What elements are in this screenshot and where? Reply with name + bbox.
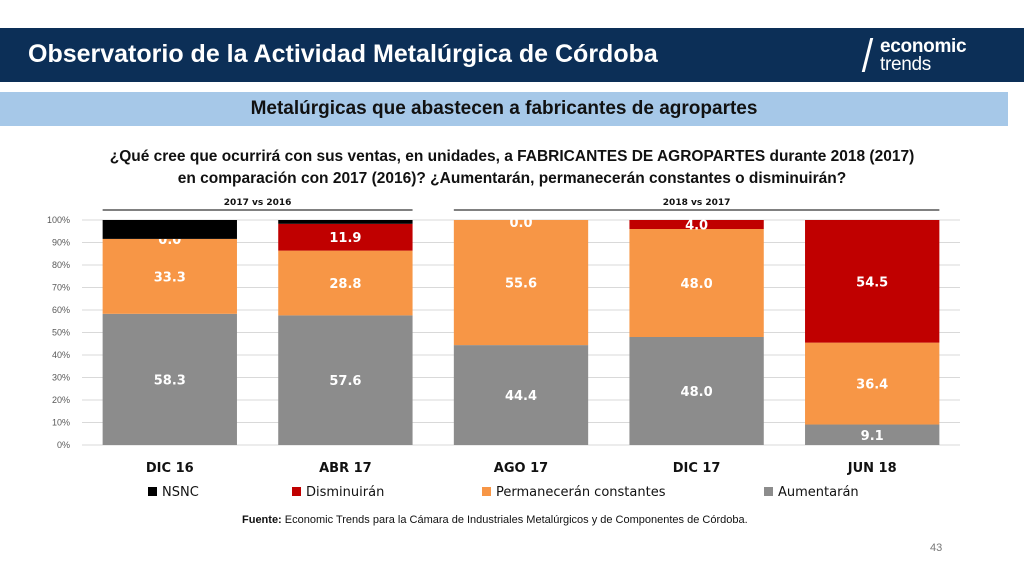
bar-segment (629, 229, 764, 337)
bar-segment (629, 337, 764, 445)
group-label: 2017 vs 2016 (224, 198, 292, 208)
bar-segment (805, 220, 940, 343)
data-label: 48.0 (681, 385, 713, 400)
y-tick-label: 100% (47, 215, 70, 225)
x-category-label: ABR 17 (319, 461, 372, 476)
bar-segment (453, 220, 589, 346)
data-label: 48.0 (681, 277, 713, 292)
section-title: Metalúrgicas que abastecen a fabricantes… (250, 98, 758, 119)
x-category-label: DIC 17 (673, 461, 721, 476)
legend-label: Disminuirán (306, 485, 384, 500)
y-tick-label: 50% (52, 328, 70, 338)
legend-swatch (148, 487, 157, 496)
x-category-label: JUN 18 (847, 461, 897, 476)
bar-segment (278, 223, 413, 251)
bar-segment (805, 424, 940, 445)
data-label: 36.4 (856, 378, 888, 393)
data-label: 11.9 (329, 231, 361, 246)
data-label: 57.6 (329, 374, 361, 389)
y-tick-label: 80% (52, 260, 70, 270)
economic-trends-logo: economic trends (861, 34, 1006, 78)
bar-segment (278, 315, 413, 445)
y-tick-label: 10% (52, 418, 70, 428)
data-label: 9.1 (861, 429, 884, 444)
data-label: 4.0 (685, 219, 708, 234)
bar-segment (102, 238, 237, 314)
source-text: Economic Trends para la Cámara de Indust… (281, 514, 748, 526)
bar-segment (278, 250, 413, 316)
y-tick-label: 60% (52, 305, 70, 315)
page-title: Observatorio de la Actividad Metalúrgica… (28, 40, 658, 68)
logo-text-line2: trends (880, 54, 932, 75)
x-category-label: DIC 16 (146, 461, 194, 476)
data-label: 0.0 (509, 216, 532, 231)
data-label: 55.6 (505, 277, 537, 292)
question-line-1: ¿Qué cree que ocurrirá con sus ventas, e… (109, 148, 915, 165)
bar-segment (102, 313, 237, 445)
header-bar: Observatorio de la Actividad Metalúrgica… (0, 28, 1024, 82)
y-tick-label: 90% (52, 238, 70, 248)
bar-segment (278, 220, 413, 224)
data-label: 28.8 (329, 277, 361, 292)
y-tick-label: 40% (52, 350, 70, 360)
legend-label: NSNC (162, 485, 199, 500)
y-tick-label: 30% (52, 373, 70, 383)
logo-text-line1: economic (880, 36, 967, 57)
data-label: 33.3 (154, 270, 186, 285)
legend-swatch (764, 487, 773, 496)
bar-segment (453, 345, 589, 445)
legend-label: Permanecerán constantes (496, 485, 666, 500)
page-number: 43 (930, 542, 943, 554)
survey-question: ¿Qué cree que ocurrirá con sus ventas, e… (40, 146, 984, 190)
question-line-2: en comparación con 2017 (2016)? ¿Aumenta… (177, 170, 847, 187)
bar-segment (102, 220, 237, 239)
bar-segment (629, 220, 764, 229)
y-tick-label: 20% (52, 395, 70, 405)
y-tick-label: 0% (57, 440, 70, 450)
section-banner: Metalúrgicas que abastecen a fabricantes… (0, 92, 1008, 126)
source-note: Fuente: Economic Trends para la Cámara d… (242, 514, 748, 526)
bar-segment (805, 342, 940, 425)
y-tick-label: 70% (52, 283, 70, 293)
x-category-label: AGO 17 (494, 461, 548, 476)
data-label: 44.4 (505, 389, 537, 404)
source-label: Fuente: (242, 514, 282, 526)
legend-swatch (482, 487, 491, 496)
data-label: 54.5 (856, 275, 888, 290)
data-label: 58.3 (154, 373, 186, 388)
legend-swatch (292, 487, 301, 496)
legend-label: Aumentarán (778, 485, 859, 500)
group-label: 2018 vs 2017 (663, 198, 731, 208)
